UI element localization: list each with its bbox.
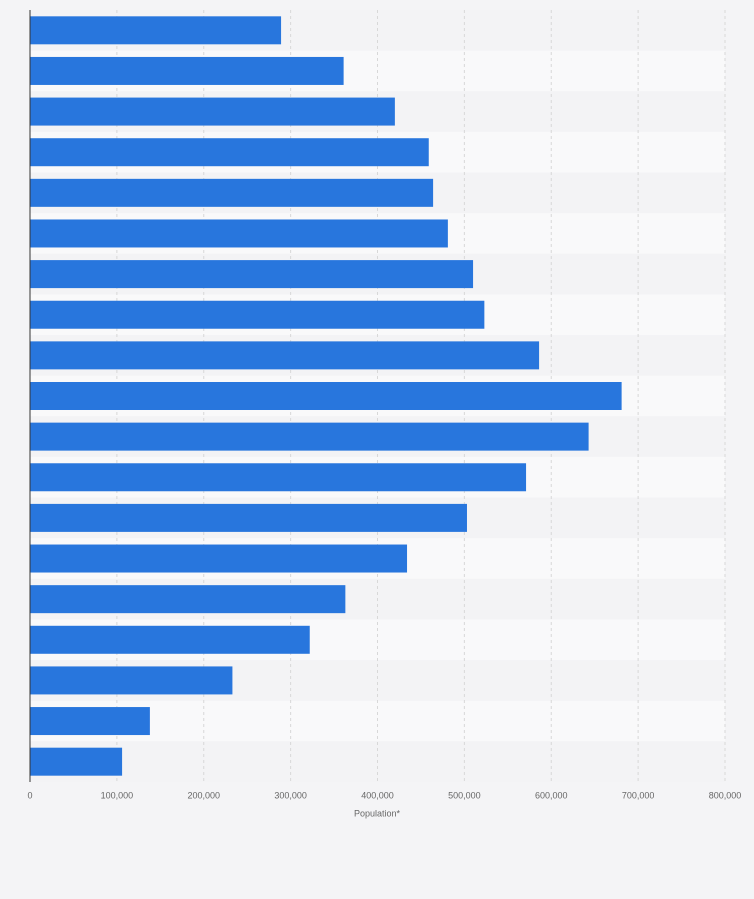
bar <box>30 382 622 410</box>
bar <box>30 747 123 776</box>
bar <box>30 300 485 329</box>
bar <box>30 16 282 45</box>
bar <box>30 463 527 492</box>
bar <box>30 503 467 532</box>
x-tick-label: 100,000 <box>101 790 134 800</box>
bar <box>30 544 408 573</box>
x-tick-label: 400,000 <box>361 790 394 800</box>
x-tick-label: 800,000 <box>709 790 742 800</box>
bar <box>30 260 474 289</box>
bar <box>30 56 344 85</box>
bar <box>30 178 434 207</box>
x-tick-label: 500,000 <box>448 790 481 800</box>
bar <box>30 97 395 126</box>
bar <box>30 585 346 614</box>
x-tick-label: 700,000 <box>622 790 655 800</box>
x-tick-label: 600,000 <box>535 790 568 800</box>
x-tick-label: 0 <box>27 790 32 800</box>
bar <box>30 666 233 695</box>
x-tick-label: 300,000 <box>274 790 307 800</box>
bar <box>30 138 429 167</box>
x-tick-label: 200,000 <box>187 790 220 800</box>
x-axis-label: Population* <box>354 808 401 818</box>
bar <box>30 625 310 654</box>
bar <box>30 341 540 370</box>
bar <box>30 219 448 248</box>
bar <box>30 707 150 736</box>
bar <box>30 422 589 451</box>
